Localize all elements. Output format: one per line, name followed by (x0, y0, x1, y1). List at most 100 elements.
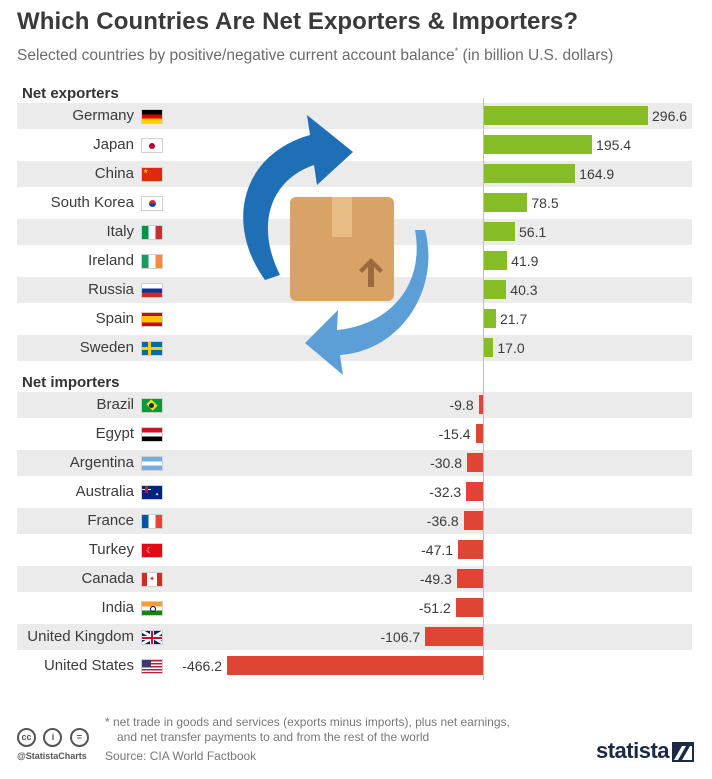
chart-title: Which Countries Are Net Exporters & Impo… (17, 8, 579, 35)
row-stripe (17, 450, 692, 476)
license-icons: cc i = (17, 727, 92, 747)
flag-de-icon (141, 109, 163, 124)
flag-fr-icon (141, 514, 163, 529)
box-tape (332, 197, 352, 237)
data-label: 195.4 (596, 137, 632, 153)
cc-icon: cc (17, 728, 36, 747)
flag-ie-icon (141, 254, 163, 269)
country-label: Japan (93, 136, 134, 153)
country-label: United Kingdom (27, 628, 134, 645)
footnote-line-1: * net trade in goods and services (expor… (105, 715, 510, 729)
row-stripe (17, 392, 692, 418)
country-label: Canada (81, 570, 134, 587)
source-text: Source: CIA World Factbook (105, 749, 257, 763)
flag-eg-icon (141, 427, 163, 442)
bar-japan (484, 135, 593, 154)
export-import-illustration (243, 115, 429, 375)
bar-canada (456, 569, 484, 588)
data-label: -47.1 (421, 542, 454, 558)
data-label: 17.0 (497, 340, 525, 356)
bar-china (484, 164, 576, 183)
flag-ru-icon (141, 283, 163, 298)
country-label: Sweden (79, 339, 134, 356)
country-label: Ireland (88, 252, 134, 269)
bar-turkey (458, 540, 484, 559)
flag-us-icon (141, 659, 163, 674)
subtitle-unit: (in billion U.S. dollars) (458, 47, 614, 65)
box-up-arrow-icon (359, 258, 383, 287)
flag-jp-icon (141, 138, 163, 153)
country-label: Russia (88, 281, 134, 298)
section-label-exporters: Net exporters (22, 85, 119, 102)
data-label: -106.7 (380, 629, 421, 645)
country-label: Egypt (95, 425, 134, 442)
data-label: -51.2 (418, 600, 451, 616)
data-label: 164.9 (579, 166, 615, 182)
data-label: -32.3 (429, 484, 462, 500)
blue-arrow-bottom (305, 230, 429, 375)
data-label: 296.6 (652, 108, 688, 124)
chart-subtitle: Selected countries by positive/negative … (17, 46, 613, 65)
nd-icon: = (69, 728, 89, 747)
subtitle-footnote-mark: * (454, 46, 459, 56)
bar-sweden (484, 338, 494, 357)
by-icon: i (43, 728, 63, 747)
statista-logo: statista (596, 738, 670, 763)
country-label: Turkey (88, 541, 134, 558)
bar-ireland (484, 251, 508, 270)
row-stripe (17, 566, 692, 592)
flag-ca-icon: ✦ (141, 572, 163, 587)
zero-axis-line (483, 98, 484, 680)
bar-south-korea (484, 193, 528, 212)
data-label: 78.5 (531, 195, 559, 211)
bar-united-kingdom (425, 627, 484, 646)
data-label: 21.7 (499, 311, 528, 327)
flag-br-icon (141, 398, 163, 413)
bar-russia (484, 280, 507, 299)
country-label: Brazil (96, 396, 134, 413)
data-label: 41.9 (511, 253, 539, 269)
bar-united-states (227, 656, 484, 675)
data-label: 40.3 (510, 282, 538, 298)
flag-cn-icon: ★ (141, 167, 163, 182)
blue-arrow-top (243, 115, 353, 280)
country-label: Germany (72, 107, 134, 124)
bar-australia (466, 482, 484, 501)
country-label: United States (43, 657, 134, 674)
flag-in-icon (141, 601, 163, 616)
country-label: Argentina (69, 454, 134, 471)
social-handle: @StatistaCharts (17, 751, 87, 761)
row-stripe (17, 508, 692, 534)
data-label: -15.4 (438, 426, 471, 442)
footnote-line-2: and net transfer payments to and from th… (117, 730, 430, 744)
bar-argentina (467, 453, 484, 472)
subtitle-main: Selected countries by positive/negative … (17, 47, 455, 65)
data-label: -9.8 (449, 397, 474, 413)
country-label: China (94, 165, 134, 182)
country-label: South Korea (50, 194, 134, 211)
bar-germany (484, 106, 648, 125)
data-label: -30.8 (430, 455, 463, 471)
flag-es-icon (141, 312, 163, 327)
flag-it-icon (141, 225, 163, 240)
country-label: Italy (106, 223, 134, 240)
country-label: Spain (95, 310, 134, 327)
bar-brazil (478, 395, 484, 414)
data-label: -49.3 (419, 571, 452, 587)
flag-gb-icon (141, 630, 163, 645)
country-label: India (101, 599, 134, 616)
bar-france (463, 511, 484, 530)
statista-logo-icon (672, 742, 694, 762)
row-stripe (17, 624, 692, 650)
data-label: -36.8 (426, 513, 459, 529)
data-label: 56.1 (519, 224, 547, 240)
bar-india (455, 598, 484, 617)
flag-au-icon: ✦ (141, 485, 163, 500)
country-label: Australia (75, 483, 134, 500)
footnote: * net trade in goods and services (expor… (105, 715, 510, 745)
flag-tr-icon: ☾ (141, 543, 163, 558)
bar-italy (484, 222, 516, 241)
flag-ar-icon (141, 456, 163, 471)
country-label: France (87, 512, 134, 529)
flag-kr-icon (141, 196, 163, 211)
